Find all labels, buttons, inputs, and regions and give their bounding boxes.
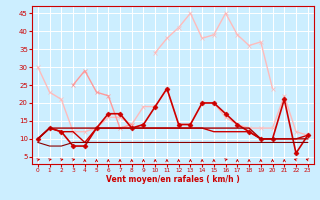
X-axis label: Vent moyen/en rafales ( km/h ): Vent moyen/en rafales ( km/h ) xyxy=(106,175,240,184)
